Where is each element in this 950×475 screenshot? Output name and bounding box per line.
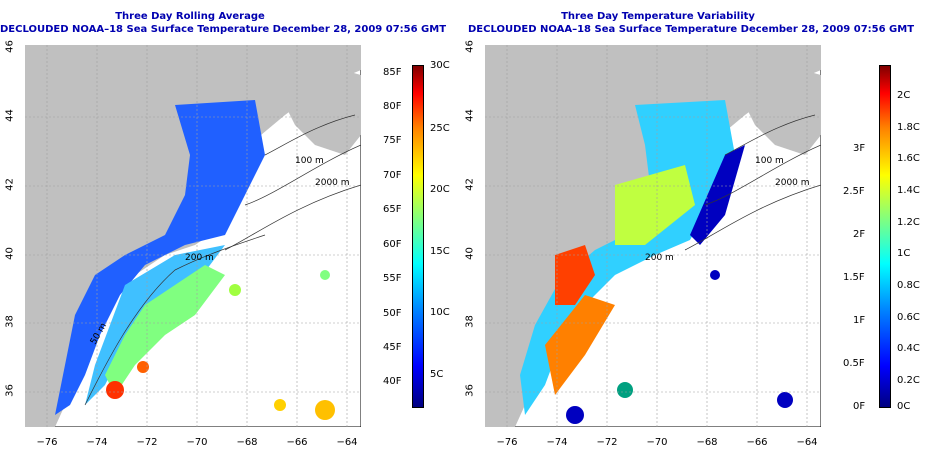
- x-tick: −72: [596, 437, 618, 448]
- sst-warm-patch: [274, 399, 286, 411]
- colorbar-f-label: 75F: [383, 135, 402, 146]
- sst-patch: [320, 270, 330, 280]
- colorbar-c-label: 1.6C: [897, 153, 920, 164]
- left-colorbar: [412, 65, 424, 408]
- y-tick: 36: [464, 384, 476, 397]
- colorbar-f-label: 70F: [383, 170, 402, 181]
- sst-warm-patch: [106, 381, 124, 399]
- y-tick: 42: [464, 178, 476, 191]
- colorbar-f-label: 2.5F: [843, 186, 865, 197]
- x-tick: −76: [36, 437, 58, 448]
- colorbar-f-label: 55F: [383, 273, 402, 284]
- x-tick: −64: [336, 437, 358, 448]
- x-tick: −74: [546, 437, 568, 448]
- y-tick: 44: [464, 109, 476, 122]
- x-tick: −66: [746, 437, 768, 448]
- left-sst-map: 100 m 200 m 2000 m 50 m: [25, 45, 361, 427]
- y-tick: 44: [4, 109, 16, 122]
- colorbar-f-label: 50F: [383, 308, 402, 319]
- variability-patch: [710, 270, 720, 280]
- colorbar-c-label: 0.8C: [897, 280, 920, 291]
- colorbar-c-label: 1.8C: [897, 122, 920, 133]
- variability-high: [555, 245, 595, 305]
- colorbar-f-label: 1.5F: [843, 272, 865, 283]
- contour-label: 200 m: [185, 253, 214, 263]
- sst-cold-shelf: [55, 100, 265, 415]
- colorbar-c-label: 1C: [897, 248, 911, 259]
- contour-label: 100 m: [755, 156, 784, 166]
- colorbar-c-label: 0C: [897, 401, 911, 412]
- colorbar-c-label: 30C: [430, 60, 450, 71]
- x-tick: −70: [646, 437, 668, 448]
- colorbar-c-label: 2C: [897, 90, 911, 101]
- colorbar-c-label: 1.4C: [897, 185, 920, 196]
- right-colorbar: [879, 65, 891, 408]
- contour-label: 2000 m: [315, 178, 350, 188]
- x-tick: −68: [696, 437, 718, 448]
- left-map-subtitle: DECLOUDED NOAA–18 Sea Surface Temperatur…: [0, 24, 447, 35]
- colorbar-f-label: 2F: [853, 229, 866, 240]
- x-tick: −74: [86, 437, 108, 448]
- x-tick: −66: [286, 437, 308, 448]
- x-tick: −68: [236, 437, 258, 448]
- y-tick: 40: [4, 247, 16, 260]
- colorbar-f-label: 85F: [383, 67, 402, 78]
- colorbar-f-label: 0.5F: [843, 358, 865, 369]
- contour-label: 100 m: [295, 156, 324, 166]
- sst-warm-patch: [137, 361, 149, 373]
- right-map-title: Three Day Temperature Variability: [561, 11, 755, 22]
- y-tick: 42: [4, 178, 16, 191]
- y-tick: 36: [4, 384, 16, 397]
- variability-mid: [545, 295, 615, 395]
- colorbar-f-label: 1F: [853, 315, 866, 326]
- colorbar-c-label: 15C: [430, 246, 450, 257]
- variability-patch: [617, 382, 633, 398]
- colorbar-c-label: 25C: [430, 123, 450, 134]
- sst-slope: [105, 265, 225, 395]
- colorbar-c-label: 0.2C: [897, 375, 920, 386]
- y-tick: 38: [4, 315, 16, 328]
- land-mass-north: [275, 65, 361, 155]
- colorbar-c-label: 20C: [430, 184, 450, 195]
- variability-low: [690, 145, 745, 245]
- sst-patch: [229, 284, 241, 296]
- colorbar-f-label: 80F: [383, 101, 402, 112]
- contour-label: 2000 m: [775, 178, 810, 188]
- colorbar-c-label: 0.4C: [897, 343, 920, 354]
- variability-patch: [777, 392, 793, 408]
- colorbar-c-label: 0.6C: [897, 312, 920, 323]
- colorbar-f-label: 3F: [853, 143, 866, 154]
- colorbar-f-label: 40F: [383, 376, 402, 387]
- colorbar-c-label: 1.2C: [897, 217, 920, 228]
- y-tick: 40: [464, 247, 476, 260]
- right-variability-map: 100 m 200 m 2000 m: [485, 45, 821, 427]
- colorbar-f-label: 65F: [383, 204, 402, 215]
- contour-label: 200 m: [645, 253, 674, 263]
- right-map-subtitle: DECLOUDED NOAA–18 Sea Surface Temperatur…: [468, 24, 915, 35]
- y-tick: 46: [4, 40, 16, 53]
- colorbar-f-label: 60F: [383, 239, 402, 250]
- x-tick: −72: [136, 437, 158, 448]
- colorbar-c-label: 5C: [430, 369, 444, 380]
- y-tick: 46: [464, 40, 476, 53]
- x-tick: −70: [186, 437, 208, 448]
- colorbar-f-label: 0F: [853, 401, 866, 412]
- y-tick: 38: [464, 315, 476, 328]
- land-mass-north: [735, 65, 821, 155]
- variability-yellow: [615, 165, 695, 245]
- colorbar-f-label: 45F: [383, 342, 402, 353]
- x-tick: −64: [796, 437, 818, 448]
- left-map-title: Three Day Rolling Average: [115, 11, 265, 22]
- colorbar-c-label: 10C: [430, 307, 450, 318]
- sst-warm-patch: [315, 400, 335, 420]
- x-tick: −76: [496, 437, 518, 448]
- variability-patch: [566, 406, 584, 424]
